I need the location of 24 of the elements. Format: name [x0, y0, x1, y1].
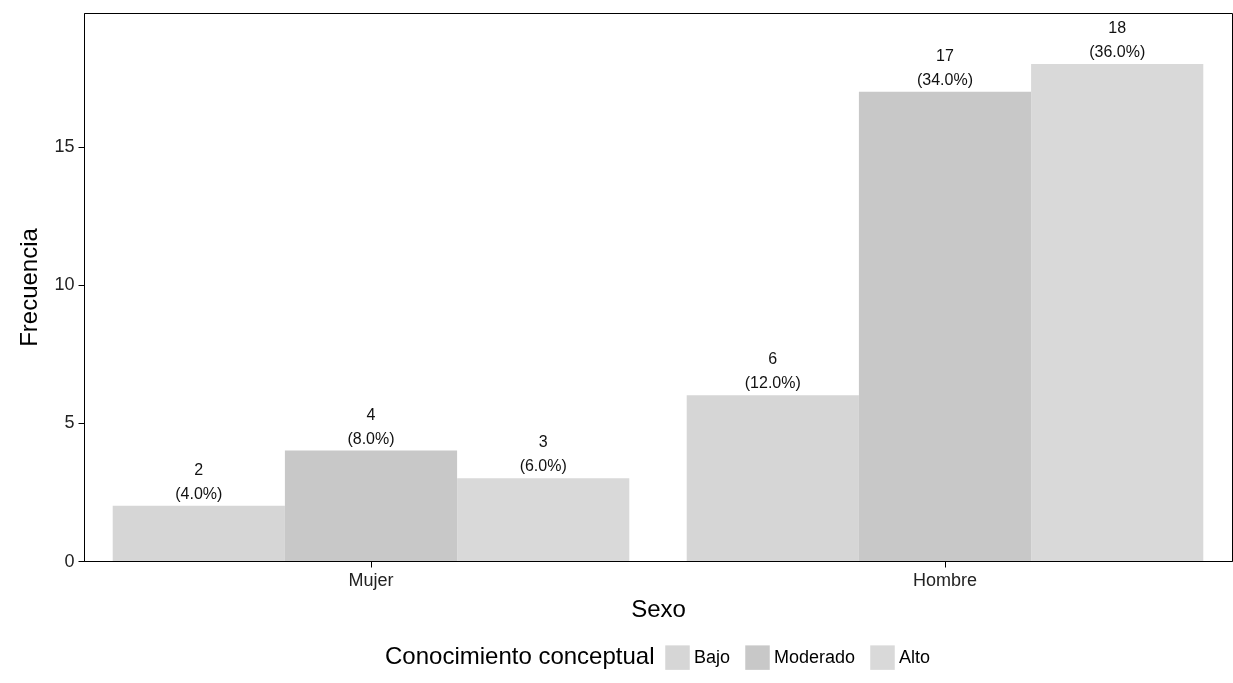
legend-label: Moderado: [774, 646, 856, 667]
bar: [686, 395, 859, 561]
legend-label: Alto: [899, 646, 931, 667]
data-label: 3 (6.0%): [519, 433, 567, 475]
bar: [858, 91, 1032, 561]
legend-label: Bajo: [694, 646, 731, 667]
bar: [1031, 64, 1204, 561]
data-label: 18 (36.0%): [1089, 19, 1146, 61]
x-axis-title: Sexo: [631, 594, 686, 622]
data-label: 2 (4.0%): [175, 460, 223, 502]
legend-title: Conocimiento conceptual: [385, 642, 655, 669]
y-axis-title: Frecuencia: [15, 227, 43, 347]
bar: [112, 505, 285, 561]
bar: [457, 478, 630, 561]
bar: [284, 450, 458, 561]
data-label: 4 (8.0%): [347, 405, 395, 447]
y-tick-label: 15: [54, 136, 75, 157]
y-tick-label: 10: [54, 274, 75, 295]
x-tick-label: Mujer: [348, 569, 394, 590]
y-tick-label: 0: [64, 550, 75, 571]
y-tick-label: 5: [64, 412, 75, 433]
x-tick-label: Hombre: [912, 569, 978, 590]
data-label: 17 (34.0%): [916, 46, 974, 88]
data-label: 6 (12.0%): [744, 350, 801, 392]
